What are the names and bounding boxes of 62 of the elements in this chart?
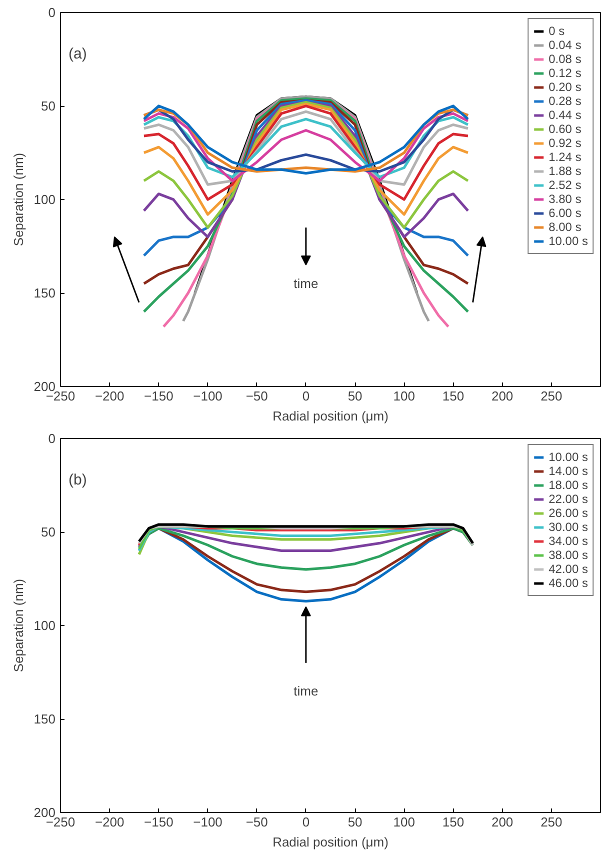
legend-label: 18.00 s — [548, 478, 588, 492]
x-tick-label: −200 — [94, 814, 124, 830]
annotation: time — [294, 276, 318, 292]
legend-label: 0.60 s — [548, 122, 582, 136]
y-tick-label: 0 — [48, 431, 56, 446]
legend-label: 0.28 s — [548, 94, 582, 108]
x-tick-label: 0 — [302, 814, 310, 830]
legend-label: 46.00 s — [548, 576, 588, 590]
annotation: (b) — [68, 472, 87, 488]
legend-label: 0.92 s — [548, 136, 582, 150]
legend-label: 10.00 s — [548, 450, 588, 464]
legend-label: 1.88 s — [548, 164, 582, 178]
legend-label: 26.00 s — [548, 506, 588, 520]
x-tick-label: −150 — [144, 388, 174, 404]
x-tick-label: −50 — [246, 814, 268, 830]
x-tick-label: 150 — [442, 814, 464, 830]
x-tick-label: 0 — [302, 388, 310, 404]
x-tick-label: 50 — [348, 388, 362, 404]
x-tick-label: 100 — [393, 814, 415, 830]
x-axis-title: Radial position (μm) — [272, 408, 388, 424]
y-tick-label: 150 — [34, 712, 56, 726]
y-axis-title: Separation (nm) — [10, 152, 26, 246]
annotation: time — [294, 683, 318, 698]
legend-label: 2.52 s — [548, 178, 582, 192]
legend-label: 0.08 s — [548, 52, 582, 66]
legend-label: 8.00 s — [548, 220, 582, 234]
legend-label: 42.00 s — [548, 562, 588, 576]
x-tick-label: 250 — [540, 388, 562, 404]
y-tick-label: 0 — [48, 5, 56, 20]
x-tick-label: −150 — [144, 814, 174, 830]
y-tick-label: 100 — [34, 618, 56, 633]
x-tick-label: −50 — [246, 388, 268, 404]
legend-label: 22.00 s — [548, 492, 588, 506]
x-tick-label: 200 — [491, 388, 514, 404]
legend-label: 30.00 s — [548, 520, 588, 534]
x-axis-title: Radial position (μm) — [272, 834, 388, 850]
legend-label: 0.44 s — [548, 108, 582, 122]
x-tick-label: −100 — [193, 388, 222, 404]
y-axis-title: Separation (nm) — [10, 578, 26, 672]
legend-label: 3.80 s — [548, 192, 582, 206]
legend-label: 34.00 s — [548, 534, 588, 548]
x-tick-label: −100 — [193, 814, 222, 830]
legend-label: 0.20 s — [548, 80, 582, 94]
legend-label: 10.00 s — [548, 234, 588, 248]
legend-label: 14.00 s — [548, 464, 588, 478]
legend-label: 0 s — [548, 24, 566, 38]
x-tick-label: −200 — [94, 388, 124, 404]
legend-label: 38.00 s — [548, 548, 588, 562]
legend-label: 0.04 s — [548, 38, 582, 52]
legend-label: 1.24 s — [548, 150, 582, 164]
legend-label: 6.00 s — [548, 206, 582, 220]
x-tick-label: 200 — [491, 814, 514, 830]
y-tick-label: 100 — [34, 192, 56, 207]
x-tick-label: 250 — [540, 814, 562, 830]
legend-label: 0.12 s — [548, 66, 582, 80]
y-tick-label: 50 — [41, 524, 56, 540]
annotation: (a) — [68, 46, 87, 62]
x-tick-label: 150 — [442, 388, 464, 404]
x-tick-label: 50 — [348, 814, 362, 830]
y-tick-label: 50 — [41, 98, 56, 114]
y-tick-label: 150 — [34, 286, 56, 300]
x-tick-label: 100 — [393, 388, 415, 404]
